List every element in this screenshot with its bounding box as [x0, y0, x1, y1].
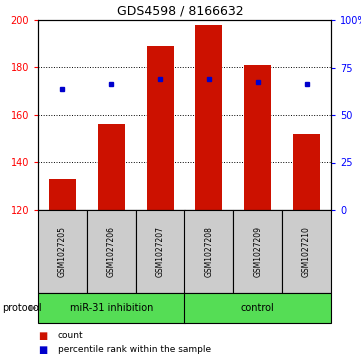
- Bar: [184, 293, 331, 323]
- Bar: [147, 46, 174, 210]
- Bar: [98, 125, 125, 210]
- Text: GSM1027205: GSM1027205: [58, 226, 67, 277]
- Text: miR-31 inhibition: miR-31 inhibition: [70, 303, 153, 313]
- Text: percentile rank within the sample: percentile rank within the sample: [58, 345, 211, 354]
- Bar: [38, 293, 184, 323]
- Bar: [244, 65, 271, 210]
- Bar: [196, 25, 222, 210]
- Bar: [136, 210, 184, 293]
- Text: GSM1027207: GSM1027207: [156, 226, 165, 277]
- Text: GSM1027210: GSM1027210: [302, 226, 311, 277]
- Text: GSM1027209: GSM1027209: [253, 226, 262, 277]
- Text: protocol: protocol: [2, 303, 42, 313]
- Bar: [233, 210, 282, 293]
- Text: ■: ■: [38, 345, 47, 355]
- Text: control: control: [241, 303, 275, 313]
- Text: count: count: [58, 331, 83, 340]
- Text: ■: ■: [38, 331, 47, 340]
- Bar: [49, 179, 76, 210]
- Text: GSM1027208: GSM1027208: [204, 226, 213, 277]
- Bar: [38, 210, 87, 293]
- Text: GDS4598 / 8166632: GDS4598 / 8166632: [117, 5, 244, 18]
- Text: GSM1027206: GSM1027206: [107, 226, 116, 277]
- Bar: [282, 210, 331, 293]
- Bar: [293, 134, 320, 210]
- Bar: [184, 210, 233, 293]
- Bar: [87, 210, 136, 293]
